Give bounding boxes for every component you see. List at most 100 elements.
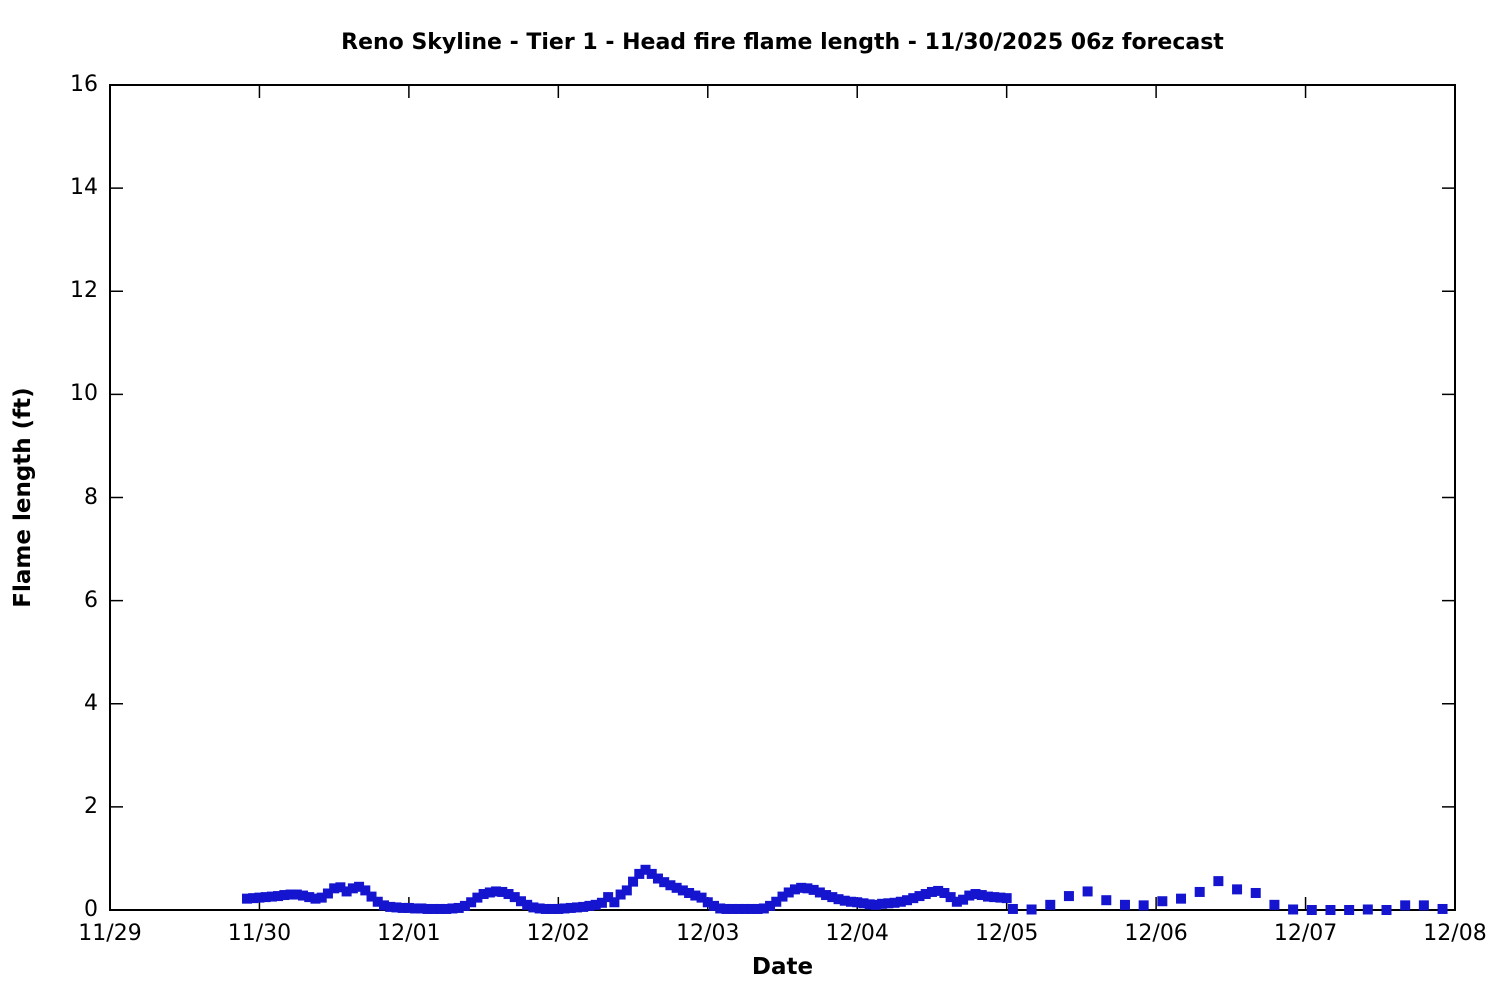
data-point-marker (466, 897, 477, 908)
data-point-marker (746, 903, 757, 914)
data-point-marker (989, 892, 1000, 903)
data-point-marker (354, 881, 365, 892)
data-point-marker (902, 895, 913, 906)
data-point-marker (920, 889, 931, 900)
data-point-marker (484, 887, 495, 898)
data-point-marker (509, 892, 520, 903)
x-tick-label: 12/02 (526, 921, 591, 946)
data-point-marker (715, 903, 726, 914)
data-point-marker (1288, 904, 1299, 915)
data-point-marker (1119, 899, 1130, 910)
data-point-marker (478, 889, 489, 900)
x-tick-label: 12/07 (1273, 921, 1338, 946)
data-point-marker (534, 903, 545, 914)
data-point-marker (528, 902, 539, 913)
data-point-marker (304, 892, 315, 903)
data-point-marker (758, 903, 769, 914)
data-point-marker (360, 885, 371, 896)
y-tick-label: 0 (84, 897, 98, 922)
data-point-marker (565, 902, 576, 913)
data-point-marker (677, 885, 688, 896)
data-point-marker (951, 896, 962, 907)
data-point-marker (397, 902, 408, 913)
data-point-marker (1269, 899, 1280, 910)
data-point-marker (1045, 899, 1056, 910)
data-point-marker (578, 901, 589, 912)
data-point-marker (403, 902, 414, 913)
data-point-marker (590, 899, 601, 910)
data-point-marker (864, 899, 875, 910)
data-point-marker (260, 892, 271, 903)
data-point-marker (1082, 886, 1093, 897)
data-point-marker (765, 900, 776, 911)
data-point-marker (1418, 900, 1429, 911)
data-point-marker (845, 896, 856, 907)
data-point-marker (273, 891, 284, 902)
data-point-marker (858, 898, 869, 909)
data-point-marker (652, 873, 663, 884)
data-point-marker (347, 883, 358, 894)
data-point-marker (771, 896, 782, 907)
data-point-marker (447, 903, 458, 914)
data-point-marker (982, 891, 993, 902)
y-tick-label: 16 (70, 72, 98, 97)
data-point-marker (1362, 904, 1373, 915)
data-point-marker (491, 886, 502, 897)
y-tick-label: 8 (84, 484, 98, 510)
data-point-marker (385, 901, 396, 912)
data-point-marker (634, 868, 645, 879)
data-point-marker (416, 903, 427, 914)
data-point-marker (241, 893, 252, 904)
data-point-marker (733, 903, 744, 914)
data-point-marker (1157, 896, 1168, 907)
y-tick-label: 10 (70, 381, 98, 407)
data-point-marker (783, 887, 794, 898)
data-point-marker (777, 891, 788, 902)
data-point-marker (615, 889, 626, 900)
x-tick-label: 12/01 (377, 921, 441, 946)
data-point-marker (808, 884, 819, 895)
x-tick-label: 11/29 (78, 921, 142, 946)
data-point-marker (995, 892, 1006, 903)
data-point-marker (690, 890, 701, 901)
data-point-marker (335, 882, 346, 893)
data-point-marker (572, 902, 583, 913)
data-point-marker (1063, 891, 1074, 902)
data-point-marker (883, 898, 894, 909)
data-point-marker (958, 894, 969, 905)
x-tick-label: 12/08 (1423, 921, 1487, 946)
data-point-marker (316, 892, 327, 903)
data-point-marker (839, 895, 850, 906)
chart-title: Reno Skyline - Tier 1 - Head fire flame … (341, 30, 1224, 55)
plot-border (109, 84, 1456, 911)
data-point-marker (559, 903, 570, 914)
data-point-marker (428, 903, 439, 914)
y-tick-label: 6 (84, 587, 98, 613)
x-axis-title: Date (751, 954, 814, 980)
data-point-marker (341, 886, 352, 897)
x-tick-label: 12/06 (1124, 921, 1188, 946)
y-tick-label: 2 (84, 793, 98, 819)
data-point-marker (621, 885, 632, 896)
data-point-marker (1101, 895, 1112, 906)
data-point-marker (291, 889, 302, 900)
data-point-marker (870, 899, 881, 910)
data-point-marker (933, 885, 944, 896)
data-point-marker (322, 888, 333, 899)
data-point-marker (877, 898, 888, 909)
data-point-marker (684, 887, 695, 898)
data-point-marker (914, 891, 925, 902)
data-point-marker (254, 892, 265, 903)
data-point-marker (895, 896, 906, 907)
data-point-marker (796, 882, 807, 893)
data-point-marker (441, 903, 452, 914)
data-point-marker (1001, 893, 1012, 904)
data-point-marker (1176, 893, 1187, 904)
data-point-marker (696, 892, 707, 903)
data-point-marker (789, 884, 800, 895)
data-point-marker (802, 883, 813, 894)
data-point-marker (540, 903, 551, 914)
data-point-marker (827, 892, 838, 903)
data-point-marker (378, 900, 389, 911)
